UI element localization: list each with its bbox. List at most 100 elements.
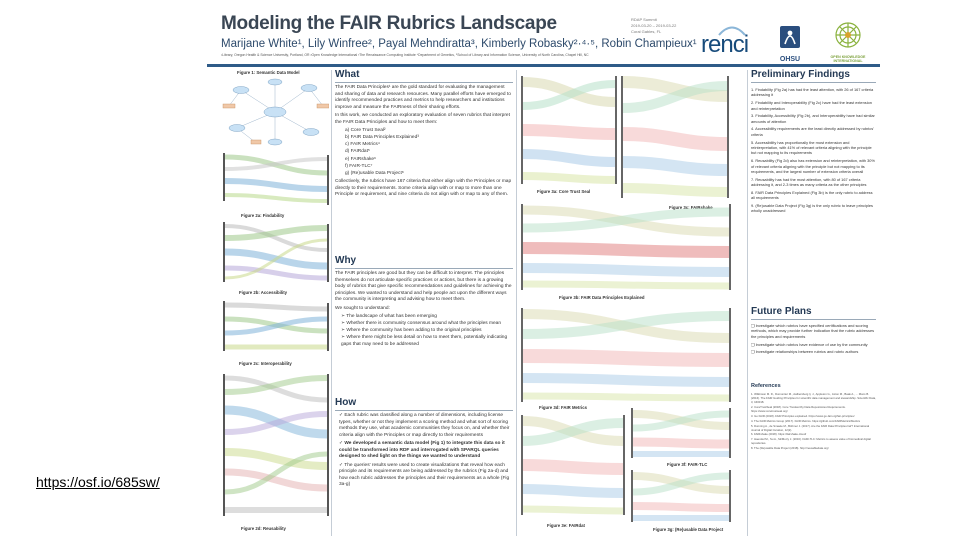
why-paragraph-2: We sought to understand:	[335, 305, 390, 311]
what-heading-rule	[335, 82, 513, 83]
conference-name: RDAP Summit	[631, 17, 657, 22]
rubric-item: b) FAIR Data Principles Explained³	[345, 135, 419, 141]
finding-item: 5. Accessibility has proportionally the …	[751, 139, 872, 156]
fairdat-sankey-figure	[521, 415, 625, 515]
reference-item: 3. Go FAIR (2018). FAIR Principles expla…	[751, 413, 855, 418]
how-item: ✓ The queries' results were used to crea…	[339, 462, 510, 488]
fair-principles-explained-sankey-figure	[521, 204, 731, 290]
future-plans-heading: Future Plans	[751, 306, 812, 317]
poster-affiliations: ¹Library, Oregon Health & Science Univer…	[221, 53, 589, 57]
ohsu-logo-icon	[780, 26, 800, 48]
references-list: 1. Wilkinson M. D., Dumontier M., Aalber…	[751, 392, 876, 451]
how-item-text: We developed a semantic data model (Fig …	[339, 441, 505, 460]
open-knowledge-logo: OPEN KNOWLEDGE INTERNATIONAL	[819, 20, 877, 64]
findings-heading-rule	[751, 82, 876, 83]
reference-item: 6. FAIRshake (2018). https://fairshake.c…	[751, 432, 807, 437]
interoperability-sankey-figure	[223, 301, 329, 351]
future-item-text: Investigate which rubrics have specified…	[751, 323, 875, 339]
why-item: ➢ Where the community has been adding to…	[341, 328, 482, 334]
semantic-data-model-diagram	[222, 78, 329, 146]
open-knowledge-logo-icon	[835, 22, 861, 48]
figure-3e-caption: Figure 3e: FAIRdat	[547, 523, 585, 528]
figure-2d-caption: Figure 2d: Reusability	[241, 526, 286, 531]
why-item: ➢ The landscape of what has been emergin…	[341, 314, 437, 320]
why-item-text: Where there might be less detail on how …	[341, 335, 508, 347]
finding-item: 4. Accessibility requirements are the le…	[751, 126, 874, 137]
figure-3g-caption: Figure 3g: (Re)usable Data Project	[653, 527, 724, 532]
accessibility-sankey-figure	[223, 222, 329, 282]
future-item: ❑ Investigate relationships between rubr…	[751, 349, 859, 355]
why-item-text: Whether there is community consensus aro…	[346, 321, 502, 327]
poster-authors: Marijane White¹, Lily Winfree², Payal Me…	[221, 38, 697, 50]
what-paragraph-3: Collectively, the rubrics have 167 crite…	[335, 179, 512, 198]
future-plans-heading-rule	[751, 319, 876, 320]
how-section: ✓ Each rubric was classified along a num…	[335, 413, 513, 489]
reusability-sankey-figure	[223, 374, 329, 516]
ohsu-logo: OHSU	[773, 24, 807, 63]
figure-3c-caption: Figure 3c: FAIRshake	[669, 205, 713, 210]
core-trust-seal-sankey-figure	[521, 76, 617, 184]
reference-item: 1. Wilkinson M. D., Dumontier M., Aalber…	[751, 392, 876, 405]
finding-item: 3. Findability, Accessibility (Fig 2b), …	[751, 113, 875, 124]
rubric-item: c) FAIR Metrics⁴	[345, 142, 380, 148]
figure-1-caption: Figure 1: Semantic Data Model	[237, 70, 300, 75]
finding-item: 8. FAIR Data Principles Explained (Fig 3…	[751, 189, 873, 201]
how-heading-rule	[335, 410, 513, 411]
why-section: The FAIR principles are good but they ca…	[335, 271, 513, 349]
what-heading: What	[335, 69, 360, 80]
findings-heading: Preliminary Findings	[751, 69, 850, 80]
fairshake-sankey-figure	[621, 76, 729, 198]
column-separator	[516, 70, 517, 536]
why-item-text: The landscape of what has been emerging	[346, 314, 437, 320]
rubric-list: a) Core Trust Seal² b) FAIR Data Princip…	[335, 128, 513, 177]
future-plans-list: ❑ Investigate which rubrics have specifi…	[751, 323, 876, 357]
references-heading: References	[751, 383, 781, 389]
what-paragraph-2: In this work, we conducted an explorator…	[335, 113, 510, 125]
how-heading: How	[335, 397, 357, 408]
findability-sankey-figure	[223, 153, 329, 205]
why-item: ➢ Whether there is community consensus a…	[341, 321, 502, 327]
header-rule	[207, 64, 880, 67]
future-item-text: Investigate which rubrics have evidence …	[755, 341, 868, 347]
figure-2a-caption: Figure 2a: Findability	[241, 213, 285, 218]
finding-item: 6. Reusability (Fig 2d) also has extensi…	[751, 158, 875, 175]
reference-item: 5. Dunning A., de Smaele M., Böhmer J. (…	[751, 423, 870, 432]
findings-list: 1. Findability (Fig 2a) has had the leas…	[751, 87, 876, 216]
how-item-text: Each rubric was classified along a numbe…	[339, 413, 510, 438]
why-heading: Why	[335, 255, 357, 266]
why-item-text: Where the community has been adding to t…	[346, 328, 482, 334]
figure-3b-caption: Figure 3b: FAIR Data Principles Explaine…	[559, 295, 645, 300]
conference-location: Coral Gables, FL	[631, 29, 662, 34]
rubric-item: g) (Re)usable Data Project⁸	[345, 170, 404, 176]
fair-metrics-sankey-figure	[521, 308, 731, 402]
osf-link[interactable]: https://osf.io/685sw/	[36, 474, 160, 490]
figure-2b-caption: Figure 2b: Accessibility	[239, 290, 288, 295]
renci-logo-arc-icon	[718, 26, 746, 36]
figure-3f-caption: Figure 3f: FAIR-TLC	[667, 462, 708, 467]
finding-item: 2. Findability and Interoperability (Fig…	[751, 100, 872, 111]
ohsu-logo-label: OHSU	[779, 56, 801, 63]
reference-item: 8. The (Re)usable Data Project (2018). h…	[751, 446, 829, 451]
conference-dates: 2019-03-20 – 2019-03-22	[631, 23, 677, 28]
figure-3d-caption: Figure 3d: FAIR Metrics	[539, 405, 587, 410]
reference-item: 2. CoreTrustSeal (2018). Core Trustworth…	[751, 404, 846, 413]
what-section: The FAIR Data Principles¹ are the gold s…	[335, 85, 513, 201]
conference-info: RDAP Summit 2019-03-20 – 2019-03-22 Cora…	[631, 17, 676, 35]
finding-item: 1. Findability (Fig 2a) has had the leas…	[751, 87, 874, 98]
how-item: ✓ Each rubric was classified along a num…	[339, 413, 510, 438]
future-item: ❑ Investigate which rubrics have evidenc…	[751, 341, 868, 347]
future-item-text: Investigate relationships between rubric…	[755, 349, 859, 355]
fair-tlc-sankey-figure	[631, 408, 731, 458]
figure-3a-caption: Figure 3a: Core Trust Seal	[537, 189, 591, 194]
finding-item: 7. Reusability has had the most attentio…	[751, 176, 867, 188]
why-list: ➢ The landscape of what has been emergin…	[335, 314, 513, 348]
future-item: ❑ Investigate which rubrics have specifi…	[751, 323, 875, 339]
what-paragraph-1: The FAIR Data Principles¹ are the gold s…	[335, 85, 511, 110]
poster: Modeling the FAIR Rubrics Landscape Mari…	[207, 6, 880, 540]
how-list: ✓ Each rubric was classified along a num…	[335, 413, 513, 489]
renci-logo: renci	[701, 31, 749, 58]
why-heading-rule	[335, 268, 513, 269]
why-paragraph-1: The FAIR principles are good but they ca…	[335, 271, 512, 303]
rubric-item: a) Core Trust Seal²	[345, 128, 386, 134]
